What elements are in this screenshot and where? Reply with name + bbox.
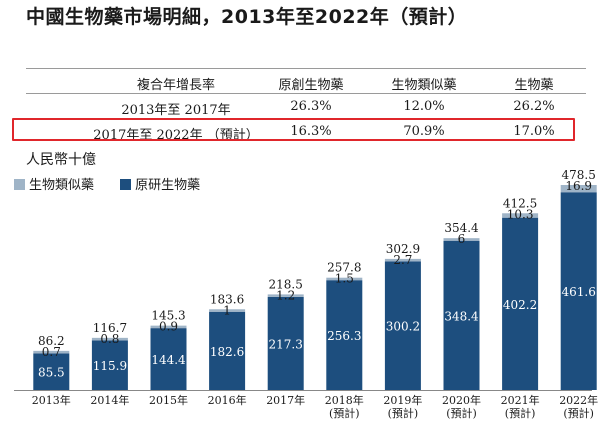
bar-original (150, 328, 187, 390)
unit-label: 人民幣十億 (26, 152, 96, 168)
data-label-biosimilar: 6 (458, 232, 466, 246)
x-tick-label: 2020年 (442, 393, 481, 407)
data-label-total: 354.4 (444, 221, 479, 235)
data-label-original: 182.6 (210, 345, 244, 359)
data-label-total: 218.5 (269, 277, 303, 291)
bar-biosimilar (209, 309, 246, 312)
legend-swatch-original (120, 179, 132, 190)
x-tick-label: (預計) (388, 406, 419, 420)
bar-original (384, 261, 421, 390)
bar-original (443, 240, 480, 390)
chart-title: 中國生物藥市場明細，2013年至2022年（預計） (26, 6, 468, 28)
data-label-biosimilar: 0.7 (42, 345, 61, 359)
data-label-biosimilar: 0.9 (159, 320, 178, 334)
bar-original (33, 353, 70, 390)
data-label-original: 256.3 (327, 329, 361, 343)
highlight-box (12, 118, 575, 141)
data-label-total: 412.5 (503, 196, 537, 210)
row-biosimilar: 70.9% (403, 124, 445, 139)
data-label-total: 478.5 (562, 168, 596, 182)
bar-biosimilar (560, 185, 597, 193)
data-label-total: 145.3 (151, 309, 185, 323)
bar-biosimilar (150, 325, 187, 329)
bar-biosimilar (33, 350, 70, 354)
legend-label-biosimilar: 生物類似藥 (29, 178, 95, 193)
header-original: 原創生物藥 (278, 78, 344, 93)
x-tick-label: 2021年 (501, 393, 540, 407)
legend-item-biosimilar: 生物類似藥 (14, 174, 94, 193)
data-label-total: 183.6 (210, 292, 244, 306)
data-label-original: 85.5 (38, 366, 65, 380)
row-biologics: 17.0% (513, 124, 555, 139)
x-tick-label: 2019年 (383, 393, 422, 407)
header-biosimilar: 生物類似藥 (391, 78, 457, 93)
data-label-biosimilar: 2.7 (393, 253, 412, 267)
x-tick-label: 2013年 (32, 393, 71, 407)
data-label-original: 461.6 (562, 285, 596, 299)
x-tick-label: (預計) (563, 406, 594, 420)
bar-biosimilar (502, 213, 539, 218)
bar-biosimilar (384, 258, 421, 262)
x-tick-label: 2017年 (266, 393, 305, 407)
table-header-row: 複合年增長率 原創生物藥 生物類似藥 生物藥 (26, 71, 586, 93)
bar-original (502, 217, 539, 390)
data-label-original: 300.2 (386, 320, 420, 334)
data-label-biosimilar: 0.8 (100, 332, 119, 346)
table-header-rule (26, 93, 586, 94)
x-tick-label: 2022年 (559, 393, 598, 407)
bar-biosimilar (267, 294, 304, 297)
legend-item-original: 原研生物藥 (120, 174, 200, 193)
bar-biosimilar (91, 337, 128, 341)
bar-biosimilar (443, 238, 480, 241)
table-top-rule (26, 68, 586, 69)
row-biosimilar: 12.0% (403, 99, 445, 114)
row-biologics: 26.2% (513, 99, 555, 114)
data-label-biosimilar: 1.5 (335, 272, 354, 286)
row-original: 16.3% (290, 124, 332, 139)
bar-original (326, 280, 363, 390)
data-label-original: 144.4 (151, 353, 186, 367)
header-cagr: 複合年增長率 (136, 78, 215, 93)
legend-label-original: 原研生物藥 (135, 178, 201, 193)
row-period: 2013年至 2017年 (121, 103, 231, 118)
data-label-total: 257.8 (327, 261, 361, 275)
data-label-original: 348.4 (444, 309, 479, 323)
data-label-total: 86.2 (38, 334, 65, 348)
data-label-total: 302.9 (386, 242, 420, 256)
data-label-biosimilar: 16.9 (565, 179, 592, 193)
x-tick-label: 2015年 (149, 393, 188, 407)
x-tick-label: 2018年 (325, 393, 364, 407)
data-label-original: 115.9 (93, 359, 127, 373)
data-label-biosimilar: 1 (223, 303, 231, 317)
x-tick-label: 2016年 (208, 393, 247, 407)
x-tick-label: (預計) (329, 406, 360, 420)
data-label-original: 402.2 (503, 298, 537, 312)
bar-biosimilar (326, 277, 363, 281)
bar-original (91, 340, 128, 390)
x-tick-label: (預計) (505, 406, 536, 420)
x-tick-label: 2014年 (90, 393, 129, 407)
header-biologics: 生物藥 (514, 78, 554, 93)
x-tick-label: (預計) (446, 406, 477, 420)
legend-swatch-biosimilar (14, 179, 25, 190)
table-row: 2013年至 2017年 26.3% 12.0% 26.2% (26, 96, 586, 118)
legend: 生物類似藥 原研生物藥 (14, 174, 222, 193)
data-label-biosimilar: 1.2 (276, 288, 295, 302)
bar-original (560, 192, 597, 390)
data-label-total: 116.7 (93, 321, 127, 335)
bar-original (209, 311, 246, 390)
data-label-biosimilar: 10.3 (507, 207, 534, 221)
bar-original (267, 296, 304, 390)
data-label-original: 217.3 (269, 337, 303, 351)
row-original: 26.3% (290, 99, 332, 114)
